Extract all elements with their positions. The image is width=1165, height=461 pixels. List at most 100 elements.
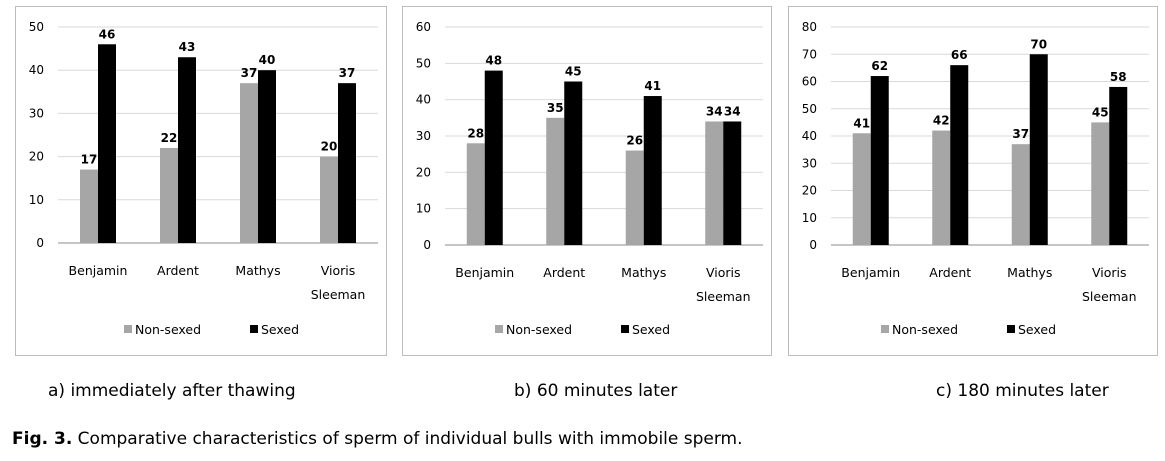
legend-label-non-sexed: Non-sexed bbox=[892, 322, 958, 337]
y-tick-label: 60 bbox=[802, 75, 817, 89]
bar-non-sexed bbox=[705, 121, 724, 245]
legend-label-sexed: Sexed bbox=[1018, 322, 1056, 337]
data-label: 45 bbox=[1092, 105, 1109, 119]
bar-non-sexed bbox=[1091, 122, 1110, 245]
data-label: 66 bbox=[951, 48, 968, 62]
legend-swatch-sexed bbox=[621, 325, 629, 333]
data-label: 40 bbox=[259, 53, 276, 67]
x-tick-label: Mathys bbox=[1007, 265, 1052, 280]
y-tick-label: 40 bbox=[29, 63, 44, 77]
y-tick-label: 20 bbox=[416, 165, 431, 179]
x-tick-label: Benjamin bbox=[455, 265, 514, 280]
data-label: 35 bbox=[547, 101, 564, 115]
figure-caption: Fig. 3. Comparative characteristics of s… bbox=[12, 429, 743, 449]
bar-non-sexed bbox=[625, 150, 644, 245]
bar-sexed bbox=[723, 121, 742, 245]
y-tick-label: 30 bbox=[416, 129, 431, 143]
chart-panel-a: 0 10 20 30 40 50 17 46 Benjamin 22 43 Ardent 37 40 Mat… bbox=[15, 6, 387, 356]
y-tick-label: 0 bbox=[36, 236, 44, 250]
caption-b: b) 60 minutes later bbox=[514, 381, 678, 401]
x-tick-label: Ardent bbox=[157, 263, 199, 278]
data-label: 28 bbox=[467, 126, 484, 140]
data-label: 37 bbox=[241, 66, 258, 80]
caption-c: c) 180 minutes later bbox=[936, 381, 1109, 401]
legend-label-non-sexed: Non-sexed bbox=[135, 322, 201, 337]
data-label: 22 bbox=[161, 131, 178, 145]
chart-panel-b: 0 10 20 30 40 50 60 28 48 Benjamin 35 45 Ardent 26 41 M… bbox=[402, 6, 772, 356]
x-tick-label: Sleeman bbox=[696, 289, 751, 304]
data-label: 70 bbox=[1030, 37, 1047, 51]
legend-label-sexed: Sexed bbox=[261, 322, 299, 337]
caption-a: a) immediately after thawing bbox=[48, 381, 296, 401]
chart-b-svg: 0 10 20 30 40 50 60 28 48 Benjamin 35 45 Ardent 26 41 M… bbox=[416, 20, 763, 337]
bar-non-sexed bbox=[1011, 144, 1030, 245]
bar-sexed bbox=[178, 57, 196, 243]
y-tick-label: 0 bbox=[423, 238, 431, 252]
x-tick-label: Vioris bbox=[321, 263, 356, 278]
legend-swatch-non-sexed bbox=[124, 325, 132, 333]
data-label: 37 bbox=[1012, 127, 1029, 141]
data-label: 20 bbox=[321, 140, 338, 154]
x-tick-label: Mathys bbox=[235, 263, 280, 278]
x-tick-label: Benjamin bbox=[841, 265, 900, 280]
chart-panel-c: 0 10 20 30 40 50 60 70 80 41 62 Benjamin 42 66 Ardent 3… bbox=[788, 6, 1158, 356]
data-label: 34 bbox=[724, 104, 741, 118]
y-tick-label: 40 bbox=[802, 129, 817, 143]
legend-swatch-non-sexed bbox=[495, 325, 503, 333]
data-label: 26 bbox=[626, 134, 643, 148]
data-label: 45 bbox=[565, 65, 582, 79]
y-tick-label: 40 bbox=[416, 93, 431, 107]
data-label: 41 bbox=[853, 116, 870, 130]
y-tick-label: 10 bbox=[29, 193, 44, 207]
legend-label-sexed: Sexed bbox=[632, 322, 670, 337]
legend-swatch-sexed bbox=[250, 325, 258, 333]
y-tick-label: 10 bbox=[416, 202, 431, 216]
data-label: 62 bbox=[871, 59, 888, 73]
bar-sexed bbox=[484, 70, 503, 245]
bar-non-sexed bbox=[546, 117, 565, 245]
legend-swatch-sexed bbox=[1007, 325, 1015, 333]
x-tick-label: Mathys bbox=[621, 265, 666, 280]
chart-c-svg: 0 10 20 30 40 50 60 70 80 41 62 Benjamin 42 66 Ardent 3… bbox=[802, 20, 1149, 337]
figure-caption-text: Comparative characteristics of sperm of … bbox=[72, 429, 743, 449]
data-label: 58 bbox=[1110, 70, 1127, 84]
data-label: 43 bbox=[179, 40, 196, 54]
data-label: 46 bbox=[99, 27, 116, 41]
bar-non-sexed bbox=[80, 169, 98, 243]
bar-sexed bbox=[950, 65, 969, 246]
bar-sexed bbox=[1029, 54, 1048, 245]
x-tick-label: Vioris bbox=[1092, 265, 1127, 280]
y-tick-label: 50 bbox=[416, 56, 431, 70]
y-tick-label: 30 bbox=[802, 156, 817, 170]
y-tick-label: 50 bbox=[29, 20, 44, 34]
y-tick-label: 50 bbox=[802, 102, 817, 116]
legend-swatch-non-sexed bbox=[881, 325, 889, 333]
bar-non-sexed bbox=[240, 83, 258, 243]
data-label: 41 bbox=[644, 79, 661, 93]
data-label: 37 bbox=[339, 66, 356, 80]
bar-sexed bbox=[98, 44, 116, 243]
x-tick-label: Ardent bbox=[929, 265, 971, 280]
y-tick-label: 30 bbox=[29, 106, 44, 120]
y-tick-label: 70 bbox=[802, 47, 817, 61]
bar-non-sexed bbox=[932, 130, 951, 245]
data-label: 48 bbox=[485, 54, 502, 68]
y-tick-label: 10 bbox=[802, 211, 817, 225]
bar-sexed bbox=[338, 83, 356, 243]
bar-sexed bbox=[643, 96, 662, 246]
y-tick-label: 20 bbox=[802, 184, 817, 198]
bar-non-sexed bbox=[466, 143, 485, 245]
x-tick-label: Vioris bbox=[706, 265, 741, 280]
data-label: 17 bbox=[81, 153, 98, 167]
y-tick-label: 60 bbox=[416, 20, 431, 34]
bar-sexed bbox=[1109, 86, 1128, 245]
bar-non-sexed bbox=[852, 133, 871, 245]
figure-label: Fig. 3. bbox=[12, 429, 73, 449]
bar-non-sexed bbox=[160, 147, 178, 243]
data-label: 34 bbox=[706, 104, 723, 118]
x-tick-label: Sleeman bbox=[311, 287, 366, 302]
bar-sexed bbox=[870, 76, 889, 245]
y-tick-label: 0 bbox=[809, 238, 817, 252]
bar-sexed bbox=[564, 81, 583, 245]
bar-sexed bbox=[258, 70, 276, 243]
